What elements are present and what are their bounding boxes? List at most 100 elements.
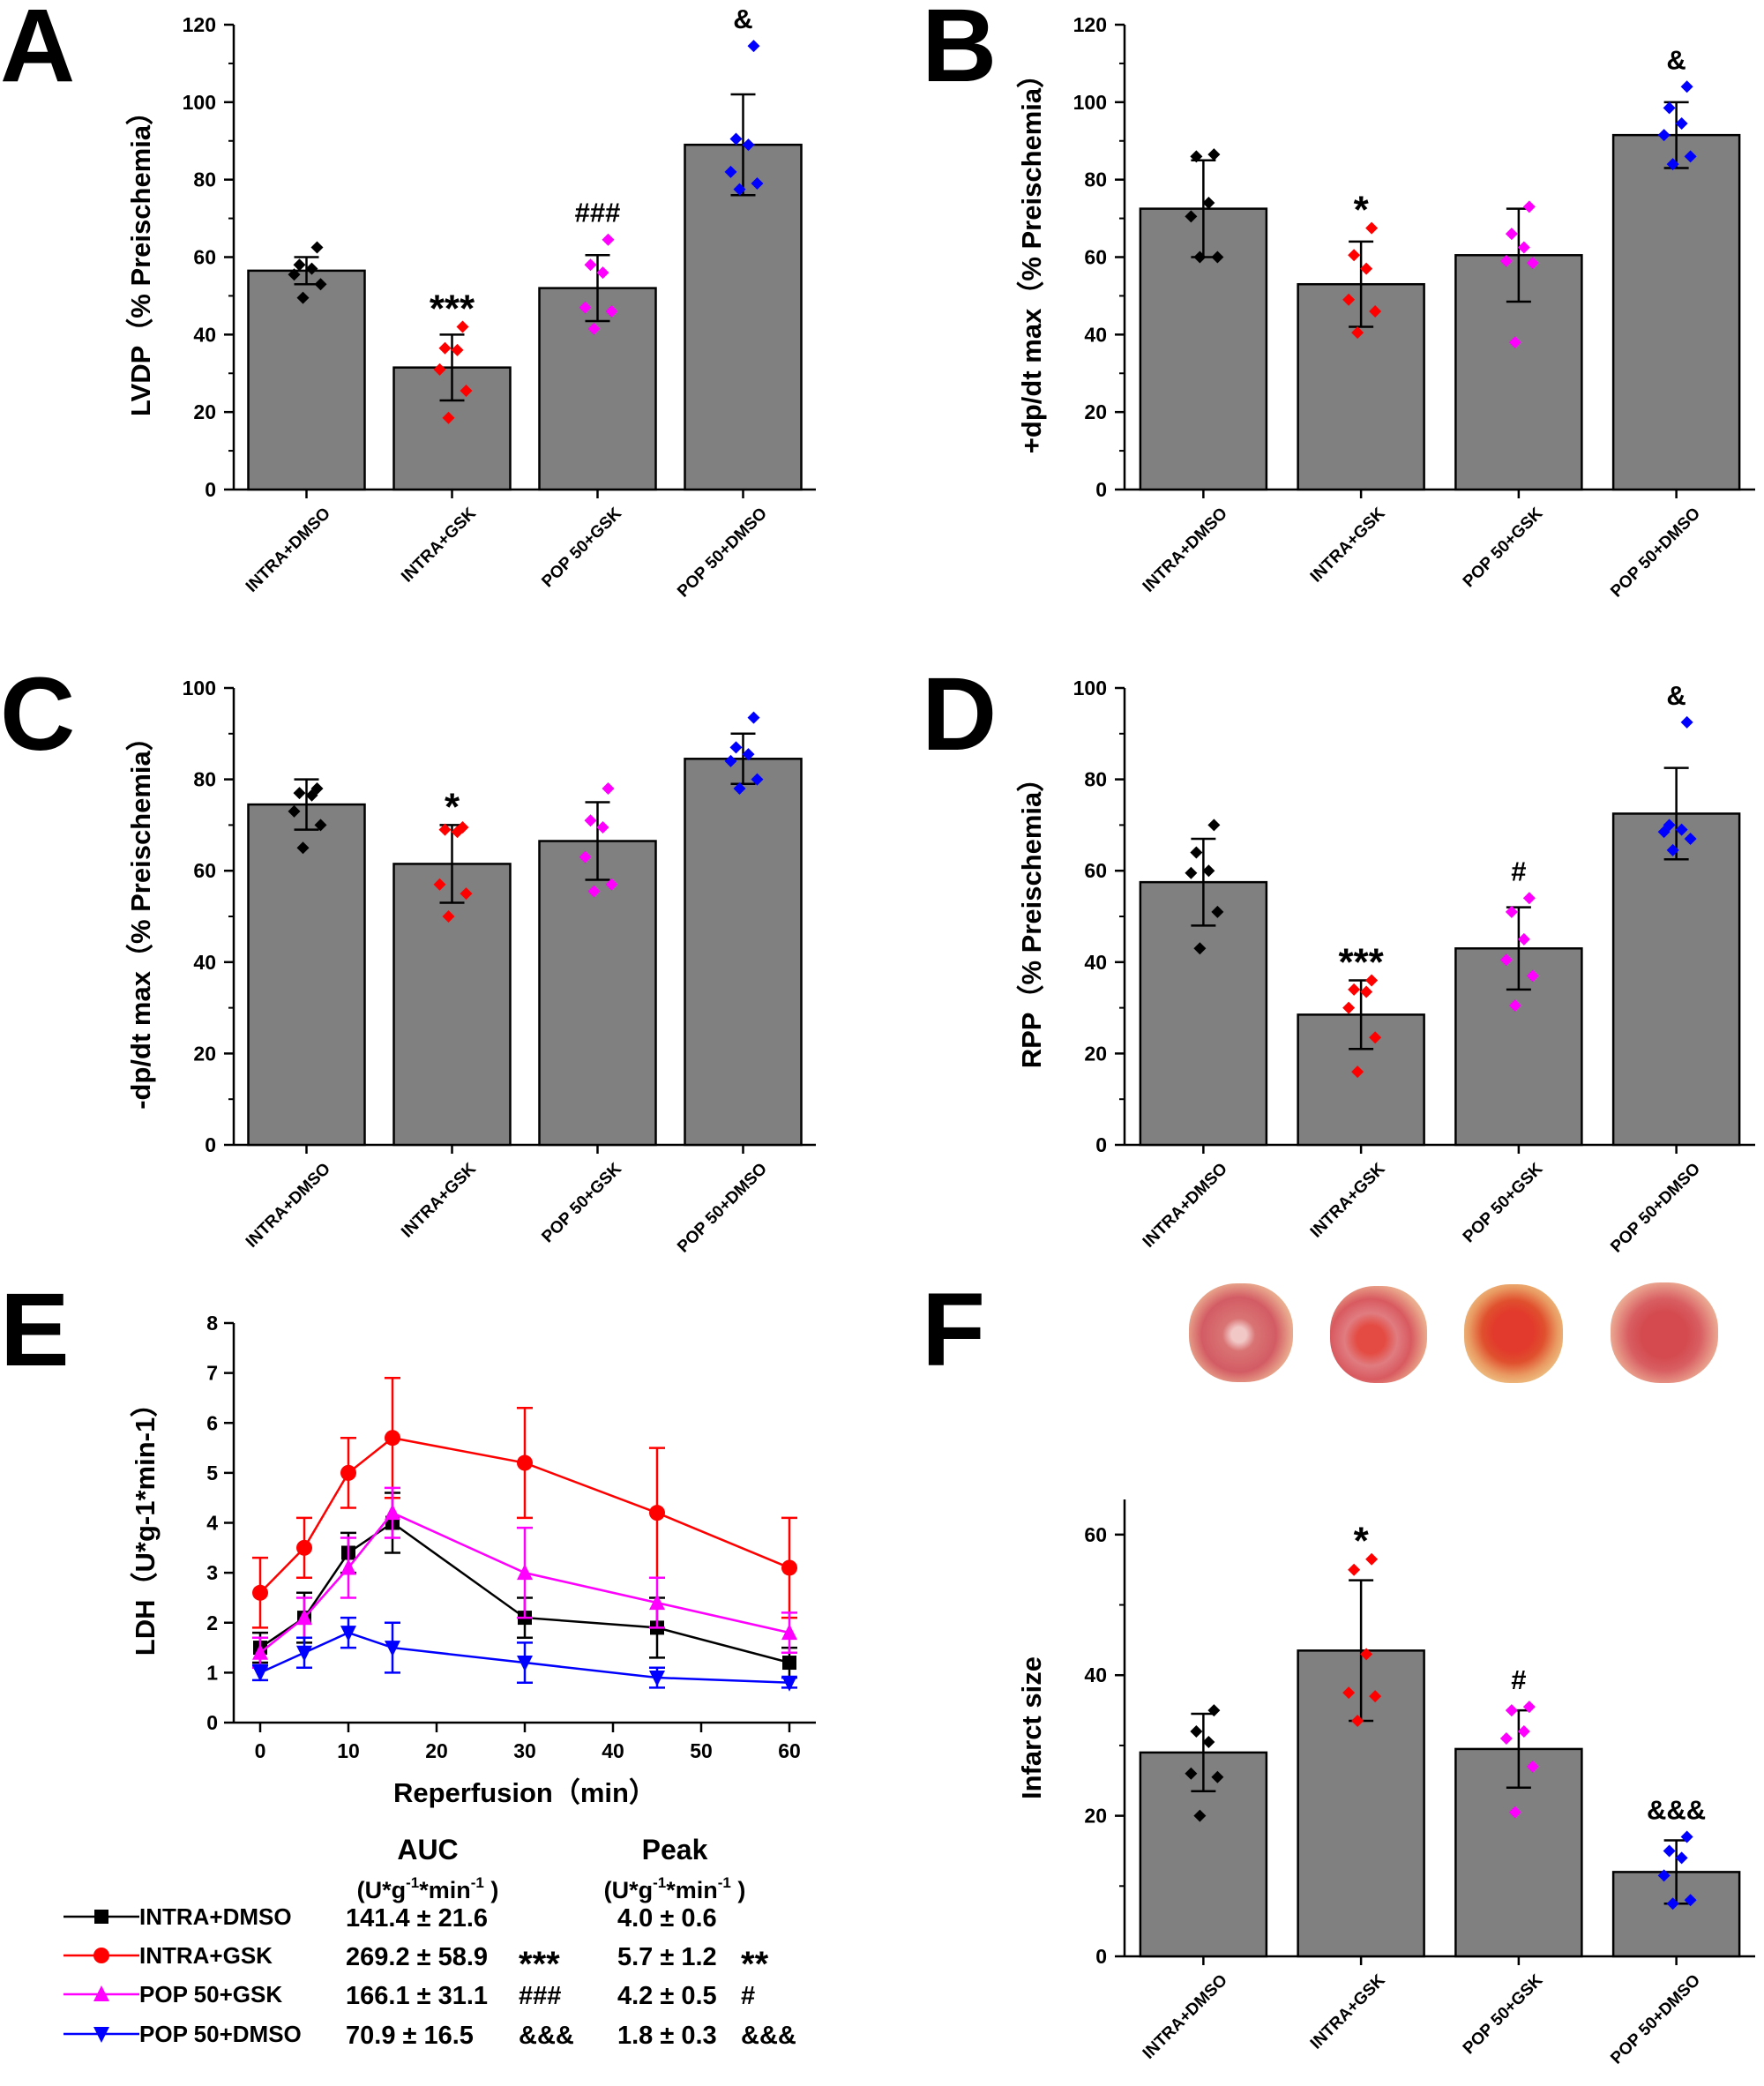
bar-group-pop-50-gsk: POP 50+GSK # <box>1454 1664 1583 2058</box>
unit-part: -1 <box>406 1874 419 1891</box>
x-tick-label: POP 50+GSK <box>1460 1159 1547 1246</box>
data-point <box>724 165 737 178</box>
x-tick-label: 40 <box>602 1739 624 1762</box>
data-point <box>1684 150 1697 163</box>
y-tick-label: 20 <box>1084 1042 1107 1065</box>
data-point <box>1526 969 1539 983</box>
x-tick-label: INTRA+DMSO <box>1140 1160 1231 1252</box>
bar-group-pop-50-dmso: POP 50+DMSO &&& <box>1607 1795 1741 2067</box>
peak-significance: &&& <box>741 2022 796 2050</box>
unit-part: *min <box>666 1877 718 1903</box>
y-tick-label: 100 <box>183 677 216 699</box>
y-tick-label: 0 <box>205 1133 216 1156</box>
bar-group-intra-gsk: INTRA+GSK * <box>1297 189 1425 587</box>
data-point <box>296 1609 312 1626</box>
panel-c: 0 20 40 60 80 100 -dp/dt max（% Preischemia） INT… <box>125 677 816 1256</box>
data-point <box>1517 241 1530 254</box>
data-point <box>1360 985 1373 998</box>
y-tick-label: 40 <box>1084 323 1107 346</box>
bar-pop-50-dmso <box>1611 133 1741 491</box>
data-point <box>1365 221 1379 235</box>
heart-photo-intra-dmso <box>1189 1283 1293 1382</box>
y-tick-label: 60 <box>1084 1523 1107 1546</box>
y-tick-label: 6 <box>206 1411 218 1434</box>
bar-group-pop-50-gsk: POP 50+GSK <box>538 781 657 1246</box>
data-point <box>781 1559 797 1576</box>
significance-marker: & <box>1666 44 1686 75</box>
x-tick-label: INTRA+GSK <box>398 504 480 586</box>
peak-significance: ** <box>741 1945 769 1984</box>
x-tick-label: 50 <box>690 1739 713 1762</box>
data-point <box>587 322 601 335</box>
data-point <box>1663 101 1676 115</box>
unit-part: ) <box>731 1877 746 1903</box>
y-tick-label: 3 <box>206 1561 218 1584</box>
y-tick-label: 60 <box>1084 246 1107 269</box>
x-tick-label: INTRA+DMSO <box>243 1160 334 1252</box>
peak-value: 1.8 ± 0.3 <box>617 2022 717 2050</box>
x-axis-label: Reperfusion（min） <box>393 1777 656 1808</box>
data-point <box>1211 250 1224 264</box>
x-tick-label: POP 50+GSK <box>1460 1970 1547 2058</box>
data-point <box>724 754 737 767</box>
data-point <box>1351 326 1364 340</box>
y-tick-label: 0 <box>206 1711 218 1734</box>
y-tick-label: 60 <box>193 246 216 269</box>
y-tick-label: 80 <box>193 168 216 191</box>
data-point <box>1348 249 1361 262</box>
data-point <box>305 262 318 275</box>
data-point <box>1185 1767 1198 1780</box>
y-tick-label: 0 <box>205 478 216 501</box>
data-point <box>314 278 327 291</box>
data-point <box>433 878 446 891</box>
ldh-legend-table: AUC Peak(U*g-1*min-1 ) (U*g-1*min-1 )INTRA… <box>64 1834 796 2050</box>
data-point <box>385 1641 400 1657</box>
data-point <box>1342 1686 1356 1700</box>
data-point <box>1207 819 1221 832</box>
data-point <box>517 1454 533 1471</box>
data-point <box>1369 1690 1382 1703</box>
table-row-pop-50-gsk: POP 50+GSK 166.1 ± 31.1 ### 4.2 ± 0.5 # <box>64 1981 755 2010</box>
data-point <box>1211 905 1224 918</box>
x-tick-label: 20 <box>425 1739 448 1762</box>
data-point <box>517 1564 533 1581</box>
data-point <box>1680 715 1693 729</box>
data-point <box>605 304 618 318</box>
data-point <box>747 40 760 53</box>
auc-header: AUC <box>397 1834 458 1865</box>
data-point <box>1663 1844 1676 1858</box>
data-point <box>587 885 601 898</box>
peak-value: 4.0 ± 0.6 <box>617 1904 717 1933</box>
unit-part: (U*g <box>604 1877 654 1903</box>
unit-part: -1 <box>471 1874 484 1891</box>
data-point <box>649 1594 665 1611</box>
significance-marker: & <box>733 4 752 34</box>
data-point <box>649 1671 665 1687</box>
data-point <box>1522 892 1536 905</box>
panel-letter-c: C <box>0 656 75 773</box>
data-point <box>1342 1001 1356 1014</box>
data-point <box>1684 1894 1697 1907</box>
x-tick-label: INTRA+DMSO <box>243 505 334 596</box>
data-point <box>781 1624 797 1641</box>
y-tick-label: 80 <box>1084 168 1107 191</box>
data-point <box>252 1665 268 1682</box>
data-point <box>1351 1715 1364 1728</box>
bar-group-intra-dmso: INTRA+DMSO <box>243 241 366 596</box>
data-point <box>451 343 464 356</box>
y-axis-label: Infarct size <box>1016 1656 1047 1799</box>
auc-value: 166.1 ± 31.1 <box>346 1982 488 2010</box>
significance-marker: & <box>1666 680 1686 711</box>
data-point <box>649 1505 665 1522</box>
unit-part: ) <box>484 1877 499 1903</box>
data-point <box>293 787 306 800</box>
data-point <box>1499 254 1513 267</box>
data-point <box>1369 304 1382 318</box>
data-point <box>438 823 452 836</box>
y-tick-label: 40 <box>193 323 216 346</box>
legend-label: INTRA+GSK <box>139 1942 273 1969</box>
data-point <box>1207 1704 1221 1717</box>
y-axis-label: +dp/dt max（% Preischemia） <box>1016 61 1047 453</box>
data-point <box>596 266 609 280</box>
bar-group-intra-dmso: INTRA+DMSO <box>1139 148 1268 596</box>
